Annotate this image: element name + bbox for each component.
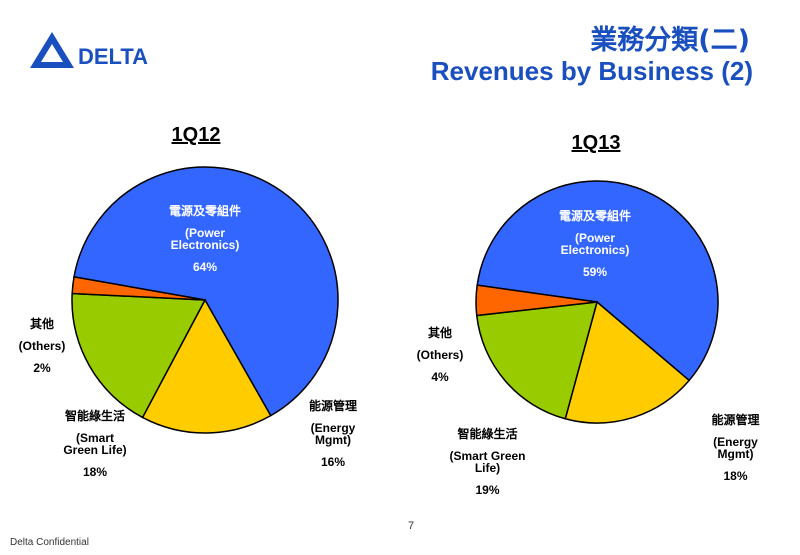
slice-1q12-energy <box>141 298 272 434</box>
label-1q13-energy: 能源管理 (Energy Mgmt) 18% <box>711 413 760 483</box>
page-title-zh: 業務分類(二) <box>590 25 750 56</box>
label-1q12-green: 智能綠生活 (Smart Green Life) 18% <box>63 409 127 479</box>
label-1q12-energy: 能源管理 (Energy Mgmt) 16% <box>308 399 357 469</box>
page-number: 7 <box>408 520 415 532</box>
label-1q13-others: 其他 (Others) 4% <box>416 326 464 384</box>
pie-chart-1q12 <box>71 166 339 434</box>
slice-1q13-power <box>476 180 719 382</box>
chart-1q12-title: 1Q12 <box>171 124 221 146</box>
slice-1q12-others <box>71 276 206 301</box>
slice-1q13-green <box>475 301 599 420</box>
label-1q13-green: 智能綠生活 (Smart Green Life) 19% <box>449 427 526 497</box>
confidential-note: Delta Confidential <box>10 537 89 548</box>
label-1q13-power: 電源及零組件 (Power Electronics) 59% <box>558 209 631 279</box>
slice-1q12-green <box>71 292 207 419</box>
chart-1q13-title: 1Q13 <box>571 132 621 154</box>
label-1q12-others: 其他 (Others) 2% <box>18 317 66 375</box>
logo-text: DELTA <box>78 44 148 69</box>
page-title-en: Revenues by Business (2) <box>430 56 753 86</box>
pie-chart-1q13 <box>475 180 719 424</box>
slice-1q13-others <box>475 284 598 317</box>
label-1q12-power: 電源及零組件 (Power Electronics) 64% <box>168 204 241 274</box>
slice-1q13-energy <box>564 300 691 424</box>
delta-logo: DELTA <box>30 32 148 69</box>
slice-1q12-power <box>73 166 339 417</box>
